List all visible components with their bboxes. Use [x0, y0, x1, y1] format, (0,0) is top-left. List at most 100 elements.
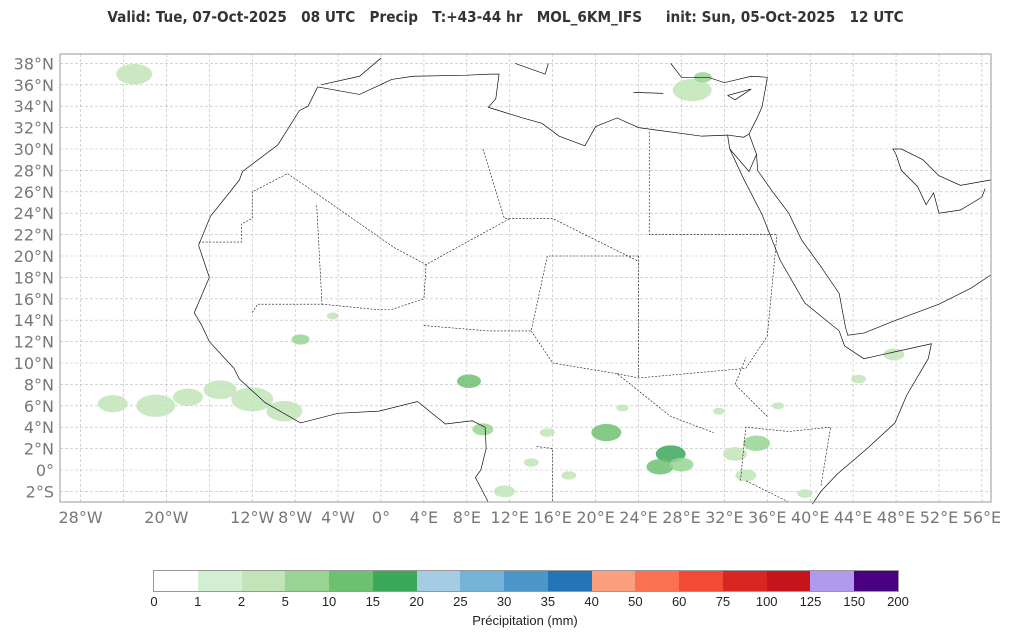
precip-cell	[97, 395, 128, 413]
colorbar-swatch	[285, 571, 330, 591]
precip-cell	[713, 407, 725, 415]
lat-tick-label: 22°N	[14, 226, 54, 245]
colorbar-swatch	[766, 571, 811, 591]
lon-tick-label: 16°E	[533, 508, 571, 527]
precip-cell	[735, 469, 757, 482]
graticule	[60, 54, 991, 502]
lon-tick-label: 48°E	[877, 508, 915, 527]
precip-cell	[772, 402, 785, 410]
lat-tick-label: 14°N	[14, 311, 54, 330]
lat-tick-label: 10°N	[14, 354, 54, 373]
precip-cell	[116, 63, 153, 85]
colorbar-swatch	[154, 571, 198, 591]
country-border	[740, 426, 831, 487]
country-border	[617, 234, 778, 379]
lat-tick-label: 12°N	[14, 333, 54, 352]
lon-tick-label: 20°E	[576, 508, 614, 527]
lon-tick-label: 40°E	[791, 508, 829, 527]
precip-cell	[231, 387, 274, 412]
lat-tick-label: 30°N	[14, 140, 54, 159]
colorbar-label: 20	[409, 594, 424, 609]
precip-cell	[539, 428, 555, 437]
colorbar-swatch	[722, 571, 767, 591]
colorbar-swatch	[591, 571, 636, 591]
lat-tick-label: 18°N	[14, 268, 54, 287]
coastline	[727, 88, 752, 101]
colorbar-label: 200	[887, 594, 909, 609]
precip-cell	[672, 79, 712, 102]
lat-tick-label: 32°N	[14, 119, 54, 138]
map-frame	[59, 53, 992, 503]
lon-tick-label: 20°W	[144, 508, 188, 527]
lat-tick-label: 38°N	[14, 54, 54, 73]
colorbar-label: 40	[584, 594, 599, 609]
coastline	[729, 133, 757, 173]
country-border	[482, 148, 639, 262]
country-border	[536, 446, 553, 503]
colorbar-label: 5	[281, 594, 289, 609]
coastline	[756, 154, 991, 336]
lat-tick-label: 16°N	[14, 290, 54, 309]
precip-cell	[523, 458, 539, 467]
lon-tick-label: 4°E	[410, 508, 438, 527]
precip-cell	[457, 374, 481, 389]
coastline	[727, 135, 932, 505]
colorbar-label: 75	[715, 594, 731, 609]
colorbar-label: 15	[365, 594, 381, 609]
lon-tick-label: 56°E	[963, 508, 1001, 527]
colorbar-label: 25	[453, 594, 468, 609]
precip-cell	[326, 312, 339, 320]
colorbar-label: 150	[843, 594, 866, 609]
colorbar-swatch	[679, 571, 723, 591]
precip-cell	[616, 404, 629, 412]
precip-cell	[850, 374, 866, 384]
colorbar-label: 1	[194, 594, 202, 609]
country-border	[287, 173, 510, 265]
country-border	[198, 173, 288, 243]
lon-tick-label: 32°E	[705, 508, 743, 527]
colorbar-label: 0	[150, 594, 158, 609]
precip-cell	[646, 459, 674, 475]
colorbar-swatch	[372, 571, 417, 591]
lat-tick-label: 6°N	[24, 397, 54, 416]
lon-tick-label: 0°	[372, 508, 390, 527]
lat-tick-label: 2°S	[26, 482, 54, 501]
country-border	[648, 131, 777, 235]
lat-tick-label: 2°N	[24, 440, 54, 459]
precip-cell	[743, 435, 771, 451]
lat-tick-label: 8°N	[24, 375, 54, 394]
lon-tick-label: 28°W	[58, 508, 102, 527]
coastline	[193, 86, 489, 503]
colorbar-swatch	[504, 571, 548, 591]
lat-tick-label: 20°N	[14, 247, 54, 266]
lon-tick-label: 28°E	[662, 508, 700, 527]
colorbar-label: 2	[237, 594, 246, 609]
precip-cell	[136, 394, 176, 417]
precip-cell	[669, 457, 694, 472]
precip-cell	[472, 423, 494, 436]
precip-cell	[561, 471, 577, 480]
colorbar-swatch	[635, 571, 680, 591]
coastline	[892, 148, 991, 186]
lat-tick-label: 0°	[36, 461, 54, 480]
precip-cell	[493, 485, 515, 498]
colorbar-swatch	[810, 571, 855, 591]
lon-tick-label: 44°E	[834, 508, 872, 527]
lon-tick-label: 24°E	[619, 508, 657, 527]
colorbar-label: 10	[321, 594, 337, 609]
coastlines	[193, 57, 991, 505]
map-title: Valid: Tue, 07-Oct-2025 08 UTC Precip T:…	[107, 8, 904, 26]
lat-tick-label: 4°N	[24, 418, 54, 437]
precip-cell	[883, 348, 905, 361]
colorbar-label: 125	[799, 594, 822, 609]
coastline	[317, 63, 768, 147]
colorbar-label: 60	[671, 594, 687, 609]
colorbar-label: 50	[628, 594, 643, 609]
colorbar-label: 100	[755, 594, 778, 609]
colorbar-swatch	[460, 571, 505, 591]
colorbar	[153, 570, 899, 592]
lat-tick-label: 36°N	[14, 76, 54, 95]
colorbar-title: Précipitation (mm)	[472, 613, 578, 628]
precip-cell	[591, 423, 622, 442]
colorbar-label: 35	[540, 594, 556, 609]
